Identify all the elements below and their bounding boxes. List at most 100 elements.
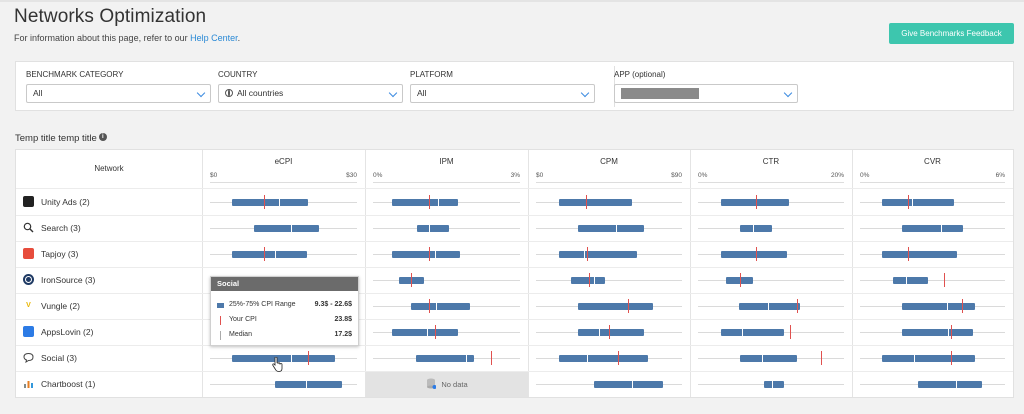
range-track [373,280,520,281]
column-divider [690,150,691,397]
give-feedback-button[interactable]: Give Benchmarks Feedback [889,23,1014,44]
axis-line [860,182,1005,183]
range-track [860,280,1005,281]
network-label[interactable]: Search (3) [41,223,81,233]
network-label[interactable]: Unity Ads (2) [41,197,90,207]
benchmark-tooltip: Social 25%-75% CPI Range 9.3$ - 22.6$ Yo… [210,276,359,346]
tooltip-your-value: 23.8$ [334,316,352,323]
median-marker [274,251,276,258]
iqr-range-bar[interactable] [559,251,637,258]
median-marker [762,355,764,362]
network-label[interactable]: Vungle (2) [41,301,80,311]
benchmark-category-value: All [33,88,43,98]
appslovin-icon [23,326,34,337]
iqr-range-bar[interactable] [571,277,605,284]
median-marker [741,329,743,336]
iqr-range-bar[interactable] [918,381,982,388]
platform-label: PLATFORM [410,70,453,79]
filters-panel: BENCHMARK CATEGORY All COUNTRY All count… [15,61,1014,111]
your-value-marker [944,273,946,287]
iqr-range-bar[interactable] [763,381,785,388]
iqr-range-bar[interactable] [392,329,459,336]
iqr-range-bar[interactable] [738,303,801,310]
iqr-range-bar[interactable] [902,329,974,336]
row-divider [16,267,1013,268]
iqr-range-bar[interactable] [392,251,460,258]
your-value-marker [907,247,909,261]
iqr-range-bar[interactable] [594,381,663,388]
iqr-range-bar[interactable] [232,251,308,258]
your-value-marker [907,195,909,209]
network-label[interactable]: Chartboost (1) [41,379,96,389]
row-divider [16,215,1013,216]
range-track [536,280,682,281]
metric-header-ecpi: eCPI $0 $30 [202,150,365,188]
platform-select[interactable]: All [410,84,595,103]
no-data-cell: No data [366,372,528,397]
your-value-marker [756,195,758,209]
axis-line [536,182,682,183]
median-marker [584,251,586,258]
your-value-marker [428,195,430,209]
median-marker [305,381,307,388]
chevron-down-icon [580,88,590,98]
axis-min-label: 0% [860,172,870,179]
row-divider [16,241,1013,242]
iqr-range-bar[interactable] [902,303,975,310]
axis-min-label: 0% [698,172,708,179]
iqr-range-bar[interactable] [740,225,773,232]
median-marker [436,303,438,310]
iqr-range-bar[interactable] [559,199,633,206]
info-icon[interactable]: i [98,133,107,141]
iqr-range-bar[interactable] [254,225,319,232]
subtitle-text: For information about this page, refer t… [14,33,191,43]
network-label[interactable]: AppsLovin (2) [41,327,94,337]
iqr-range-bar[interactable] [721,329,785,336]
iqr-range-bar[interactable] [411,303,471,310]
chevron-down-icon [388,88,398,98]
iqr-range-bar[interactable] [578,303,653,310]
iqr-range-bar[interactable] [559,355,649,362]
median-marker [428,225,430,232]
your-value-marker [617,351,619,365]
your-value-marker [588,273,590,287]
metric-name: CPM [600,157,618,166]
iqr-range-bar[interactable] [578,225,645,232]
iqr-range-bar[interactable] [902,225,963,232]
median-marker [955,381,957,388]
help-center-link[interactable]: Help Center [190,33,238,43]
iqr-range-bar[interactable] [232,199,309,206]
iqr-range-bar[interactable] [881,355,975,362]
iqr-range-bar[interactable] [274,381,343,388]
iqr-range-bar[interactable] [893,277,929,284]
chevron-down-icon [196,88,206,98]
iqr-range-bar[interactable] [881,199,955,206]
page-subtitle: For information about this page, refer t… [14,33,240,43]
iqr-range-bar[interactable] [725,277,754,284]
median-marker [632,381,634,388]
your-value-marker [609,325,610,339]
iqr-range-bar[interactable] [578,329,645,336]
iqr-range-bar[interactable] [415,355,475,362]
section-title: Temp title temp title i [15,133,107,144]
iqr-range-bar[interactable] [721,251,788,258]
app-label-text: APP (optional) [614,70,666,79]
iqr-range-bar[interactable] [417,225,450,232]
axis-line [210,182,357,183]
network-label[interactable]: IronSource (3) [41,275,96,285]
chevron-down-icon [783,88,793,98]
iqr-range-bar[interactable] [232,355,335,362]
your-value-marker [587,247,589,261]
country-select[interactable]: All countries [218,84,403,103]
iqr-range-bar[interactable] [740,355,798,362]
metric-name: CVR [924,157,941,166]
network-label[interactable]: Social (3) [41,353,77,363]
iqr-range-bar[interactable] [881,251,958,258]
network-label[interactable]: Tapjoy (3) [41,249,79,259]
median-marker [427,329,429,336]
benchmark-category-select[interactable]: All [26,84,211,103]
iqr-range-bar[interactable] [721,199,789,206]
app-select[interactable] [614,84,798,103]
iqr-range-bar[interactable] [392,199,459,206]
benchmark-category-label: BENCHMARK CATEGORY [26,70,124,79]
